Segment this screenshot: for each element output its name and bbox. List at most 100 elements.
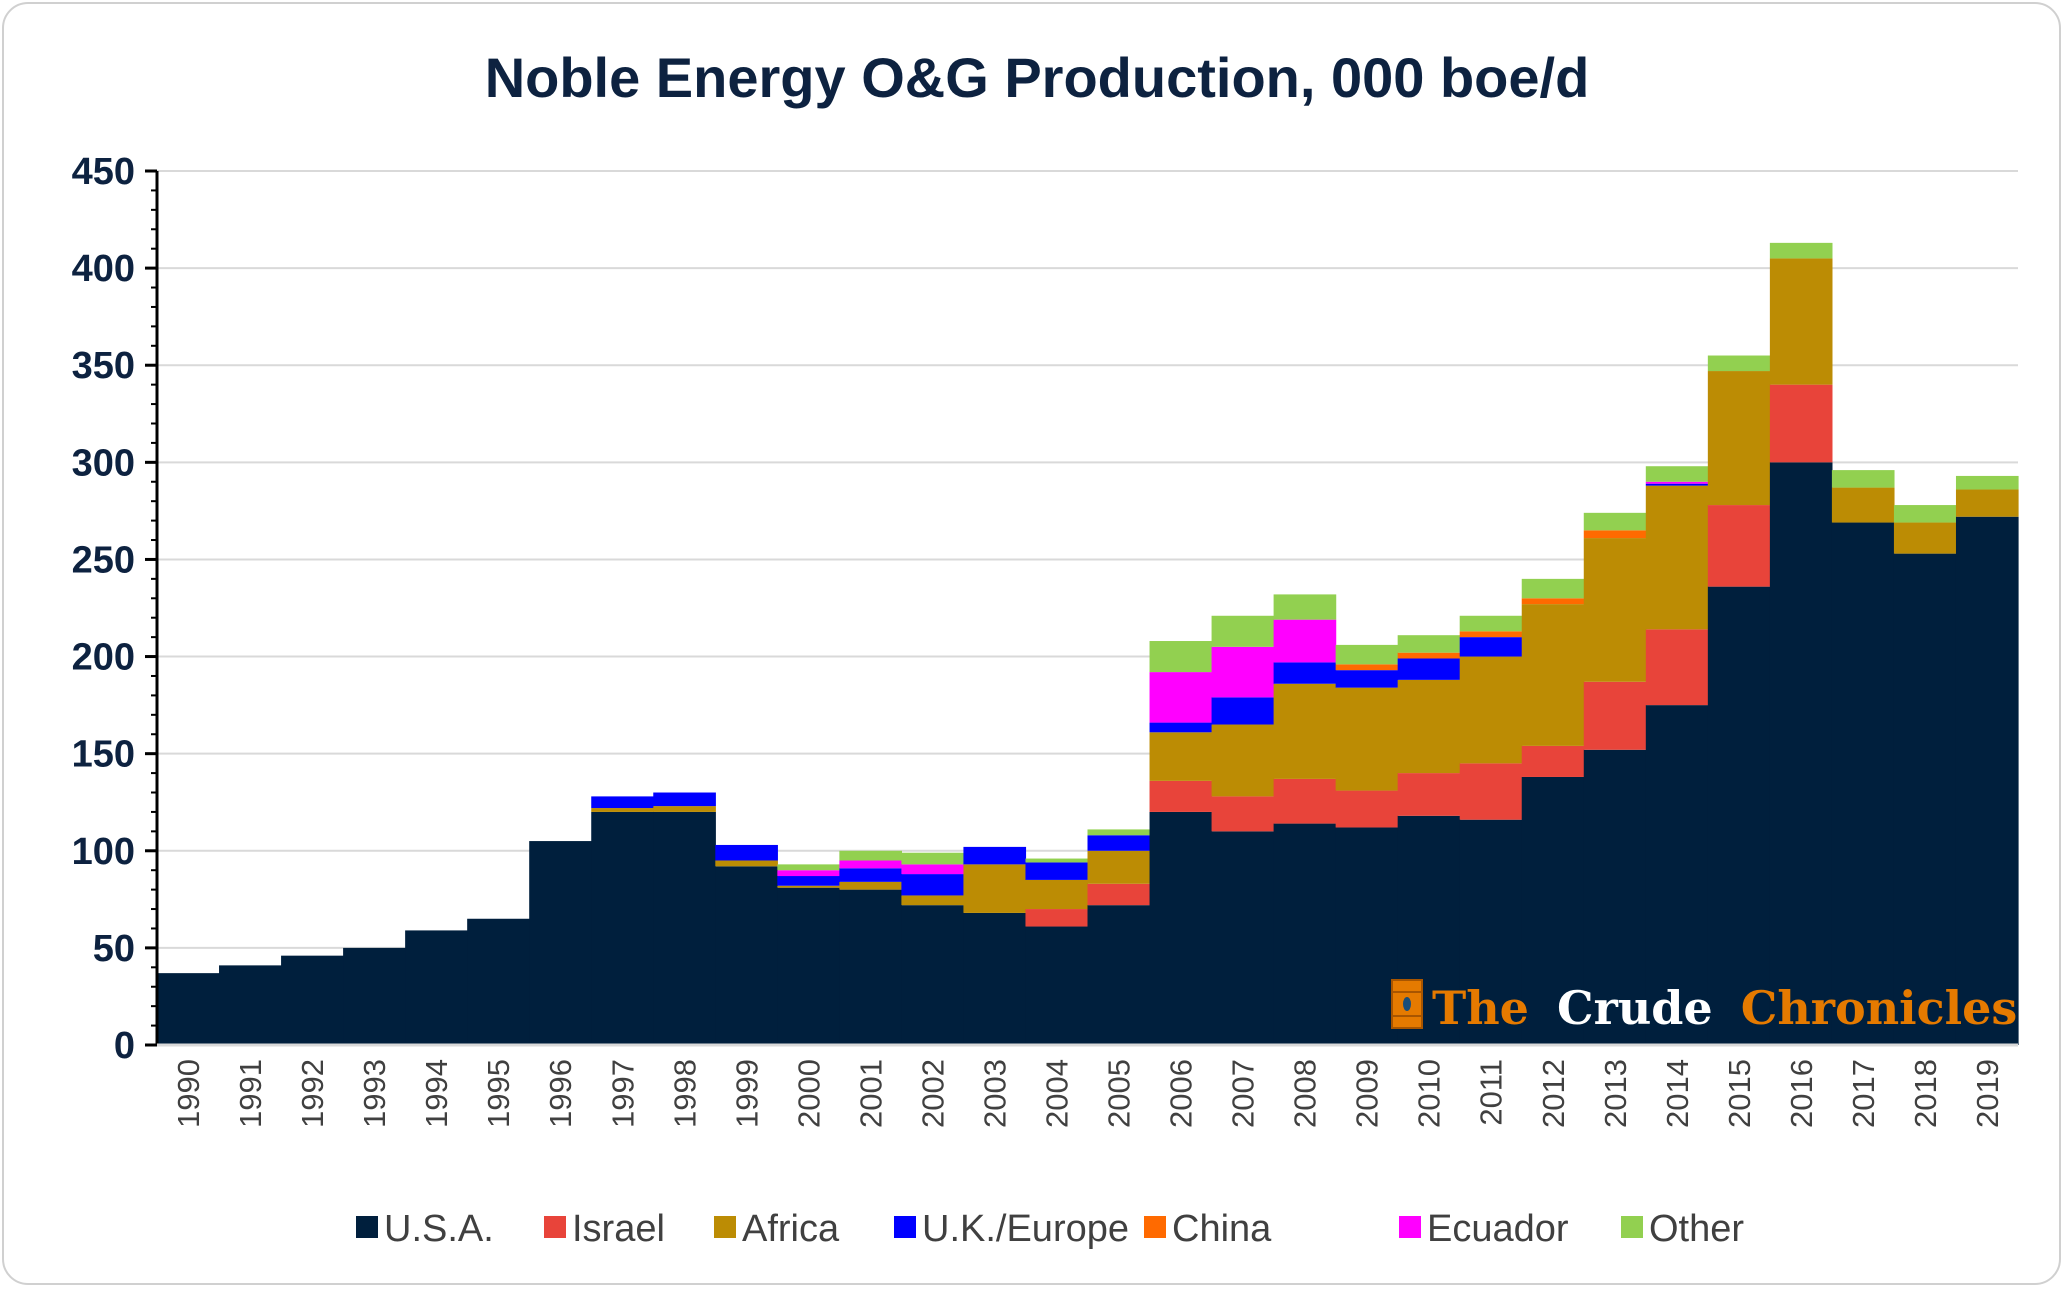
bar-segment-africa-2010 (1397, 679, 1461, 774)
bar-segment-israel-2014 (1645, 629, 1709, 706)
bar-segment-u-s-a--2011 (1459, 819, 1523, 1045)
bar-segment-ecuador-2008 (1273, 619, 1337, 663)
legend-swatch (1144, 1216, 1166, 1238)
y-tick-label: 250 (72, 539, 135, 581)
x-tick-label: 2000 (791, 1059, 826, 1128)
bar-segment-u-k-europe-2001 (839, 868, 902, 882)
x-tick-labels: 1990 1991 1992 1993 1994 1995 1996 1997 1998 1999… (171, 1059, 2005, 1128)
watermark-the: The (1432, 981, 1529, 1035)
bar-segment-ecuador-2002 (901, 864, 965, 875)
bar-segment-u-s-a--1995 (467, 918, 530, 1045)
bar-segment-u-s-a--2012 (1521, 776, 1585, 1045)
bar-segment-israel-2016 (1769, 384, 1833, 463)
y-tick-labels: 0 50 100 150 200 250 300 350 400 450 (72, 151, 135, 1067)
bar-segment-africa-2015 (1707, 371, 1771, 506)
bar-segment-u-k-europe-2007 (1211, 697, 1275, 725)
bar-segment-israel-2005 (1087, 883, 1151, 906)
legend-swatch (714, 1216, 736, 1238)
bar-segment-africa-2007 (1211, 724, 1275, 797)
bar-segment-u-s-a--2001 (839, 889, 902, 1045)
bar-segment-u-s-a--2016 (1769, 462, 1833, 1045)
y-tick-label: 0 (114, 1025, 135, 1067)
x-tick-label: 2012 (1536, 1059, 1571, 1128)
bar-segment-ecuador-2014 (1645, 481, 1709, 484)
bar-segment-ecuador-2006 (1149, 672, 1213, 723)
legend-label: China (1172, 1208, 1272, 1250)
bar-segment-israel-2004 (1025, 909, 1089, 927)
stacked-bar-chart: Noble Energy O&G Production, 000 boe/d 0… (72, 46, 2019, 1250)
bar-segment-other-2018 (1893, 505, 1957, 523)
bar-segment-other-2001 (839, 850, 902, 861)
legend-swatch (544, 1216, 566, 1238)
bar-segment-africa-2002 (901, 895, 965, 906)
bar-segment-u-s-a--1993 (343, 947, 406, 1045)
bar-segment-other-2008 (1273, 594, 1337, 620)
bar-segment-u-s-a--2007 (1211, 831, 1275, 1045)
bar-segment-u-s-a--2013 (1583, 749, 1647, 1045)
bar-segment-africa-2017 (1831, 487, 1895, 523)
bar-segment-u-k-europe-1997 (591, 796, 654, 809)
bar-segment-africa-2013 (1583, 538, 1647, 682)
x-tick-label: 2007 (1226, 1059, 1261, 1128)
x-tick-label: 2004 (1039, 1059, 1074, 1128)
bar-segment-africa-2018 (1893, 522, 1957, 554)
bar-segment-israel-2011 (1459, 763, 1523, 820)
bar-segment-u-s-a--1998 (653, 811, 716, 1045)
bar-segment-israel-2006 (1149, 780, 1213, 812)
bar-segment-u-k-europe-2009 (1335, 670, 1399, 688)
bar-segment-u-s-a--2008 (1273, 823, 1337, 1045)
bar-segment-africa-2001 (839, 881, 902, 890)
bar-segment-africa-1997 (591, 808, 654, 812)
legend-item: U.K./Europe (894, 1208, 1129, 1250)
oil-barrel-icon (1391, 979, 1423, 1029)
bar-segment-africa-1999 (715, 860, 778, 867)
bar-segment-ecuador-2000 (777, 870, 840, 877)
bar-segment-other-2012 (1521, 578, 1585, 599)
x-tick-label: 1999 (729, 1059, 764, 1128)
bar-segment-africa-2006 (1149, 732, 1213, 781)
bar-segment-u-k-europe-2000 (777, 876, 840, 886)
bar-segment-other-2011 (1459, 615, 1523, 632)
x-tick-label: 1995 (481, 1059, 516, 1128)
bar-segment-u-s-a--1997 (591, 811, 654, 1045)
bar-segment-china-2011 (1459, 631, 1523, 638)
x-tick-label: 2001 (853, 1059, 888, 1128)
bar-segment-other-2010 (1397, 635, 1461, 653)
bar-segment-u-s-a--2004 (1025, 926, 1089, 1045)
bar-segment-u-s-a--1996 (529, 841, 592, 1045)
bar-segment-other-2015 (1707, 355, 1771, 372)
bar-segment-africa-2008 (1273, 683, 1337, 779)
legend-label: U.K./Europe (922, 1208, 1129, 1250)
bar-segment-africa-2004 (1025, 879, 1089, 910)
bar-segment-u-s-a--2018 (1893, 553, 1957, 1045)
bar-segment-israel-2012 (1521, 745, 1585, 777)
bar-segment-africa-2003 (963, 864, 1027, 913)
x-tick-label: 2016 (1784, 1059, 1819, 1128)
bar-segment-other-2016 (1769, 242, 1833, 259)
chart-title: Noble Energy O&G Production, 000 boe/d (485, 46, 1590, 109)
x-tick-label: 2008 (1288, 1059, 1323, 1128)
bar-segment-u-k-europe-2008 (1273, 662, 1337, 684)
x-tick-label: 1994 (419, 1059, 454, 1128)
bar-segment-israel-2015 (1707, 505, 1771, 587)
x-tick-label: 1992 (295, 1059, 330, 1128)
bar-segment-other-2014 (1645, 466, 1709, 482)
bar-segment-u-s-a--2006 (1149, 811, 1213, 1045)
bar-segment-africa-2000 (777, 885, 840, 888)
bar-segment-africa-2016 (1769, 258, 1833, 385)
bar-segment-africa-2005 (1087, 850, 1151, 884)
bar-segment-china-2013 (1583, 530, 1647, 539)
bar-segment-ecuador-2001 (839, 860, 902, 869)
y-tick-label: 400 (72, 248, 135, 290)
bar-segment-u-s-a--1992 (281, 955, 344, 1045)
bar-segment-u-k-europe-2004 (1025, 862, 1089, 880)
bar-segment-other-2009 (1335, 644, 1399, 665)
watermark-logo: The Crude Chronicles (1391, 979, 2017, 1035)
bar-segment-u-s-a--2017 (1831, 522, 1895, 1045)
y-tick-label: 100 (72, 831, 135, 873)
bar-segment-other-2002 (901, 852, 965, 865)
bar-segment-u-s-a--1999 (715, 866, 778, 1045)
bar-segment-u-k-europe-2011 (1459, 637, 1523, 657)
bar-segment-u-k-europe-2003 (963, 846, 1027, 865)
